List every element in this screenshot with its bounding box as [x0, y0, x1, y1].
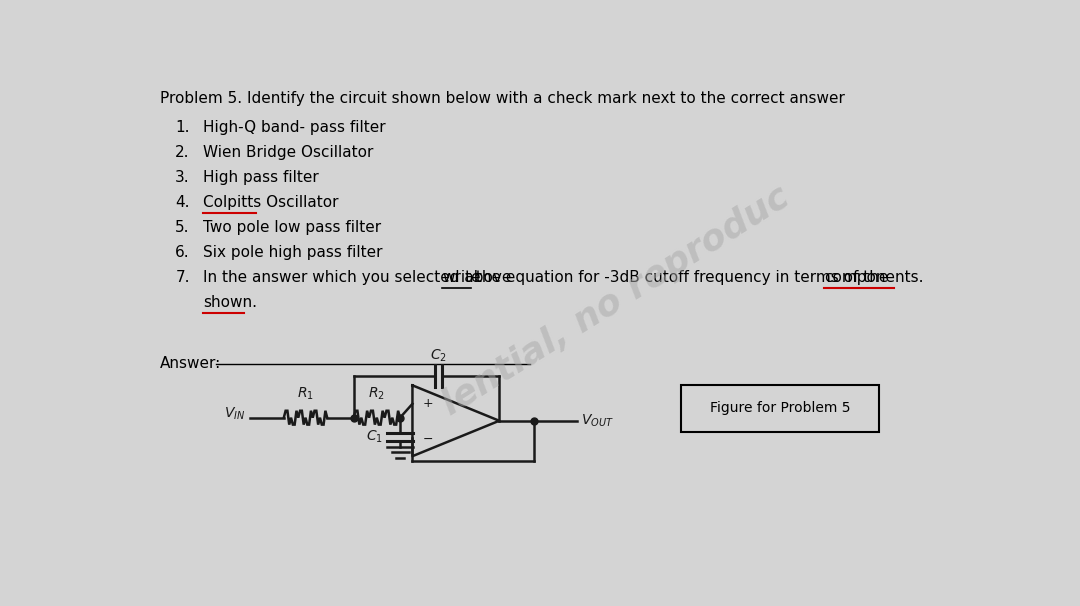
Text: Problem 5. Identify the circuit shown below with a check mark next to the correc: Problem 5. Identify the circuit shown be… [160, 91, 845, 106]
Text: High pass filter: High pass filter [203, 170, 319, 185]
Text: Figure for Problem 5: Figure for Problem 5 [710, 401, 850, 416]
Text: 5.: 5. [175, 220, 190, 235]
Text: components.: components. [824, 270, 923, 285]
Text: Six pole high pass filter: Six pole high pass filter [203, 245, 382, 260]
Text: $R_1$: $R_1$ [297, 386, 314, 402]
Text: 3.: 3. [175, 170, 190, 185]
Text: Wien Bridge Oscillator: Wien Bridge Oscillator [203, 145, 374, 160]
Text: $V_{IN}$: $V_{IN}$ [225, 405, 246, 422]
Text: lential, no reproduc: lential, no reproduc [435, 179, 795, 422]
Text: the equation for -3dB cutoff frequency in terms of the: the equation for -3dB cutoff frequency i… [471, 270, 893, 285]
Text: Two pole low pass filter: Two pole low pass filter [203, 220, 381, 235]
Text: Colpitts Oscillator: Colpitts Oscillator [203, 195, 339, 210]
Text: 4.: 4. [175, 195, 190, 210]
Text: $C_1$: $C_1$ [366, 428, 383, 445]
Text: High-Q band- pass filter: High-Q band- pass filter [203, 120, 386, 135]
Text: 2.: 2. [175, 145, 190, 160]
Text: $V_{OUT}$: $V_{OUT}$ [581, 413, 613, 429]
Text: 1.: 1. [175, 120, 190, 135]
Text: $R_2$: $R_2$ [368, 386, 386, 402]
Text: 7.: 7. [175, 270, 190, 285]
Text: 6.: 6. [175, 245, 190, 260]
Text: shown.: shown. [203, 295, 257, 310]
Bar [681, 385, 879, 431]
Text: write: write [442, 270, 481, 285]
Text: −: − [422, 433, 433, 446]
Text: $C_2$: $C_2$ [430, 347, 447, 364]
Text: In the answer which you selected above: In the answer which you selected above [203, 270, 516, 285]
Text: Answer:: Answer: [160, 356, 221, 371]
Text: +: + [422, 398, 433, 410]
